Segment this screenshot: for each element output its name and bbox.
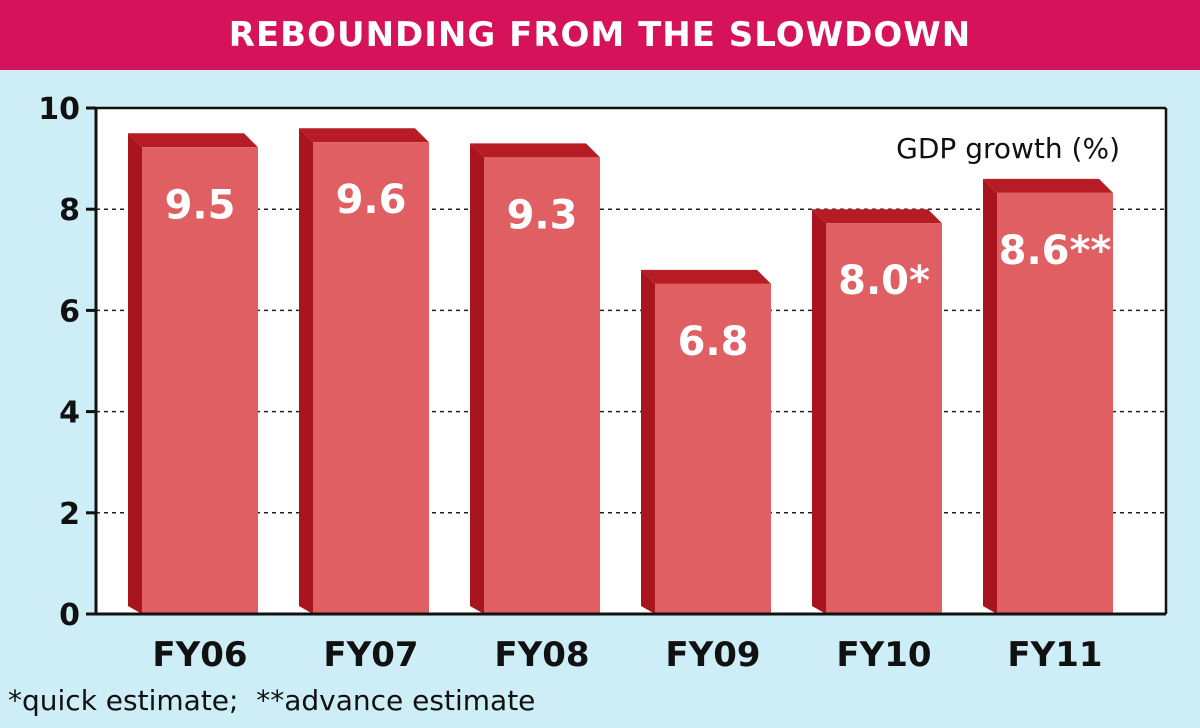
bar-top bbox=[983, 178, 1113, 193]
bar-top bbox=[299, 128, 429, 143]
bar-value-label: 9.5 bbox=[165, 182, 236, 228]
bar-top bbox=[128, 133, 258, 148]
bar-value-label: 6.8 bbox=[678, 319, 749, 365]
bar bbox=[655, 283, 771, 614]
x-tick-label: FY07 bbox=[323, 635, 418, 675]
bar bbox=[484, 157, 600, 615]
x-tick-label: FY06 bbox=[152, 635, 247, 675]
y-tick-label: 10 bbox=[38, 92, 80, 127]
bar-side bbox=[983, 178, 997, 614]
y-tick-label: 8 bbox=[59, 193, 80, 228]
bar-value-label: 9.3 bbox=[507, 192, 578, 238]
footnote: *quick estimate; **advance estimate bbox=[8, 684, 536, 717]
bar-side bbox=[812, 209, 826, 614]
bar-side bbox=[299, 128, 313, 615]
bar-side bbox=[470, 143, 484, 615]
bar-side bbox=[128, 133, 142, 615]
bar-side bbox=[641, 269, 655, 614]
series-annotation: GDP growth (%) bbox=[896, 132, 1120, 165]
bar-chart: 9.5 FY06 9.6 FY07 9.3 FY08 6.8 FY09 8.0* FY10 8.6*… bbox=[38, 92, 1168, 675]
bar-top bbox=[641, 269, 771, 284]
y-tick-label: 6 bbox=[59, 294, 80, 329]
x-tick-label: FY11 bbox=[1007, 635, 1102, 675]
x-tick-label: FY08 bbox=[494, 635, 589, 675]
bar-value-label: 9.6 bbox=[336, 177, 407, 223]
y-tick-label: 0 bbox=[59, 598, 80, 633]
bar-top bbox=[812, 209, 942, 224]
bar bbox=[142, 147, 258, 615]
bar bbox=[997, 192, 1113, 614]
chart-title-bar: REBOUNDING FROM THE SLOWDOWN bbox=[0, 0, 1200, 70]
bar bbox=[313, 142, 429, 614]
chart-title: REBOUNDING FROM THE SLOWDOWN bbox=[228, 15, 972, 55]
y-tick-label: 2 bbox=[59, 497, 80, 532]
x-tick-label: FY09 bbox=[665, 635, 760, 675]
x-tick-label: FY10 bbox=[836, 635, 931, 675]
bar-value-label: 8.6** bbox=[999, 228, 1112, 274]
bar-value-label: 8.0* bbox=[838, 258, 930, 304]
bar bbox=[826, 223, 942, 614]
y-tick-label: 4 bbox=[59, 396, 80, 431]
bar-top bbox=[470, 143, 600, 158]
